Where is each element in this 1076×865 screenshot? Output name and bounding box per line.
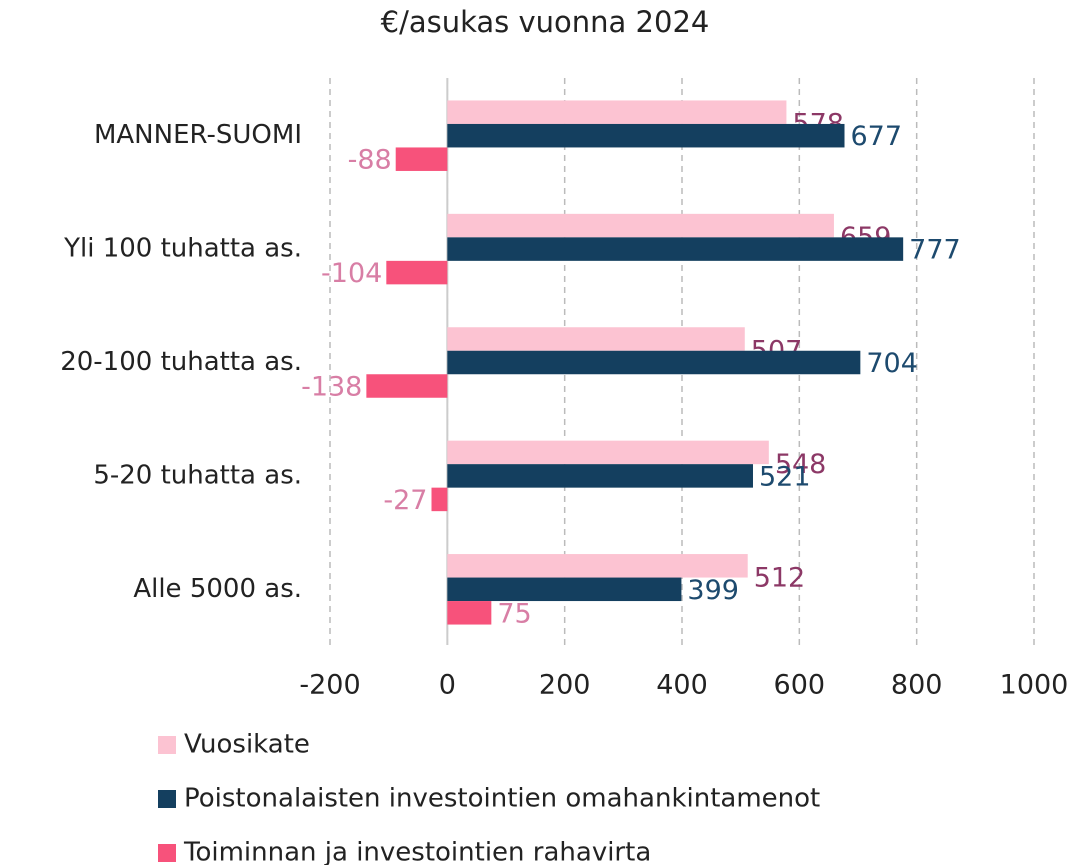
y-tick-label: MANNER-SUOMI [94, 120, 302, 150]
bar [447, 350, 861, 375]
data-label: -27 [383, 485, 427, 516]
data-label: 75 [497, 598, 531, 629]
bar [447, 440, 769, 465]
x-tick-label: 400 [656, 670, 708, 701]
y-tick-label: 20-100 tuhatta as. [60, 347, 302, 377]
bar [366, 374, 448, 398]
bar [386, 260, 448, 285]
data-label: 521 [759, 461, 811, 492]
data-label: 704 [866, 348, 918, 379]
data-label: 777 [909, 235, 961, 266]
legend-label: Toiminnan ja investointien rahavirta [183, 838, 651, 865]
bar [447, 123, 845, 148]
bar [447, 577, 682, 602]
x-tick-label: 1000 [1000, 670, 1069, 701]
data-label: -88 [348, 145, 392, 176]
x-tick-label: 0 [439, 670, 456, 701]
y-tick-label: 5-20 tuhatta as. [93, 460, 302, 490]
bar [395, 147, 448, 171]
x-tick-label: 800 [891, 670, 943, 701]
bar [447, 213, 834, 238]
x-tick-label: -200 [299, 670, 360, 701]
legend-swatch [158, 790, 176, 808]
legend-swatch [158, 844, 176, 862]
bar [447, 464, 753, 488]
data-label: 677 [851, 121, 903, 152]
data-label: -138 [301, 372, 362, 403]
legend-label: Vuosikate [184, 730, 310, 760]
y-tick-label: Alle 5000 as. [133, 574, 302, 604]
data-label: 512 [754, 562, 806, 593]
x-tick-label: 600 [774, 670, 826, 701]
bar [447, 554, 748, 578]
legend-swatch [158, 736, 176, 754]
data-label: 399 [687, 575, 739, 606]
bar [431, 487, 448, 512]
bar [447, 237, 904, 261]
x-tick-label: 200 [539, 670, 591, 701]
data-label: -104 [321, 258, 382, 289]
chart-title: €/asukas vuonna 2024 [381, 5, 710, 39]
y-tick-label: Yli 100 tuhatta as. [63, 234, 302, 264]
bar [447, 327, 745, 351]
data-label: 548 [775, 449, 827, 480]
legend-label: Poistonalaisten investointien omahankint… [184, 784, 820, 814]
bar [447, 100, 787, 124]
bar [447, 601, 492, 625]
